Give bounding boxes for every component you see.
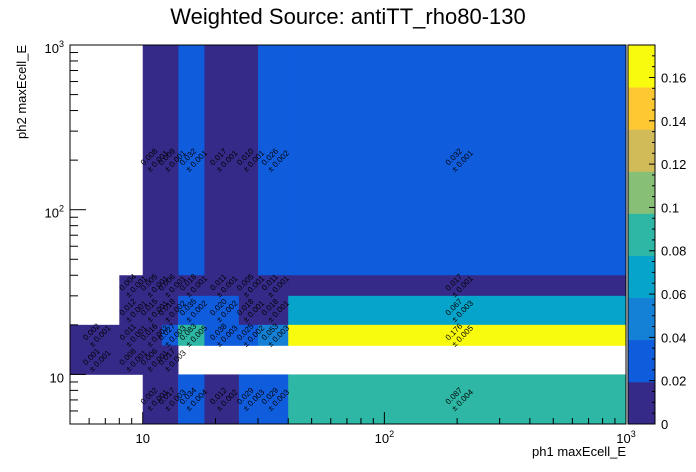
heatmap-cell — [238, 295, 259, 326]
y-axis: 10 102 103 — [45, 39, 86, 425]
heatmap-cell — [238, 275, 259, 297]
heatmap-cell — [258, 275, 289, 297]
colorbar-swatch — [628, 297, 655, 341]
colorbar-tick-label: 0 — [661, 417, 668, 432]
colorbar-swatch — [628, 381, 655, 425]
heatmap-cell — [161, 345, 179, 375]
x-tick-label: 103 — [616, 429, 635, 446]
heatmap-cell — [178, 374, 205, 425]
heatmap-cell — [161, 275, 179, 297]
heatmap-cell — [142, 374, 163, 425]
heatmap-cell — [119, 275, 144, 297]
heatmap-cell — [142, 324, 163, 346]
heatmap-cell — [178, 324, 205, 346]
colorbar-tick-label: 0.08 — [661, 244, 686, 259]
heatmap-cell — [204, 324, 240, 346]
heatmap-cell — [161, 324, 179, 346]
colorbar-tick-label: 0.14 — [661, 114, 686, 129]
heatmap-cell — [178, 295, 205, 326]
heatmap-cell — [258, 374, 289, 425]
colorbar-swatch — [628, 255, 655, 299]
heatmap-cell — [238, 374, 259, 425]
colorbar-swatch — [628, 129, 655, 172]
y-tick-label: 103 — [45, 39, 64, 56]
colorbar-tick-label: 0.04 — [661, 330, 686, 345]
heatmap-cell — [161, 295, 179, 326]
colorbar-swatch — [628, 339, 655, 383]
colorbar-swatch — [628, 45, 655, 88]
heatmap-cell — [288, 45, 627, 276]
plot-frame — [69, 44, 627, 425]
colorbar-tick-label: 0.12 — [661, 157, 686, 172]
heatmap-cell — [178, 275, 205, 297]
y-tick-label: 10 — [50, 370, 64, 385]
heatmap-cell — [142, 275, 163, 297]
heatmap-cell — [288, 295, 627, 326]
heatmap-cell — [142, 295, 163, 326]
x-axis: 10 102 103 — [69, 412, 636, 446]
colorbar: 0 0.02 0.04 0.06 0.08 0.1 0.12 0.14 0.16 — [627, 44, 686, 432]
y-tick-label: 102 — [45, 204, 64, 221]
heatmap-cell — [119, 324, 144, 346]
heatmap-cell — [288, 324, 627, 346]
colorbar-swatch — [628, 171, 655, 214]
colorbar-swatch — [628, 213, 655, 256]
heatmap-cell — [70, 345, 120, 375]
heatmap-cell — [142, 345, 163, 375]
chart-title: Weighted Source: antiTT_rho80-130 — [170, 4, 525, 29]
colorbar-tick-label: 0.06 — [661, 287, 686, 302]
colorbar-tick-label: 0.16 — [661, 70, 686, 85]
heatmap-cell — [119, 345, 144, 375]
heatmap-cell — [70, 324, 120, 346]
x-tick-label: 10 — [136, 431, 150, 446]
colorbar-tick-label: 0.1 — [661, 200, 679, 215]
cells-layer — [70, 45, 627, 425]
heatmap-cell — [288, 275, 627, 297]
x-tick-label: 102 — [375, 429, 394, 446]
x-axis-label: ph1 maxEcell_E — [532, 444, 626, 459]
heatmap-cell — [258, 45, 289, 276]
heatmap-cell — [258, 324, 289, 346]
heatmap-cell — [288, 374, 627, 425]
heatmap-cell — [142, 45, 163, 276]
colorbar-tick-label: 0.02 — [661, 374, 686, 389]
heatmap-cell — [204, 295, 240, 326]
heatmap-cell — [178, 45, 205, 276]
heatmap-cell — [204, 374, 240, 425]
heatmap-cell — [238, 45, 259, 276]
heatmap-cell — [161, 374, 179, 425]
y-axis-label: ph2 maxEcell_E — [14, 45, 29, 139]
heatmap-cell — [161, 45, 179, 276]
heatmap-cell — [119, 295, 144, 326]
heatmap-cell — [204, 275, 240, 297]
heatmap-cell — [258, 295, 289, 326]
heatmap-cell — [204, 45, 240, 276]
colorbar-swatch — [628, 87, 655, 130]
heatmap-cell — [238, 324, 259, 346]
colorbar-frame — [627, 44, 656, 425]
